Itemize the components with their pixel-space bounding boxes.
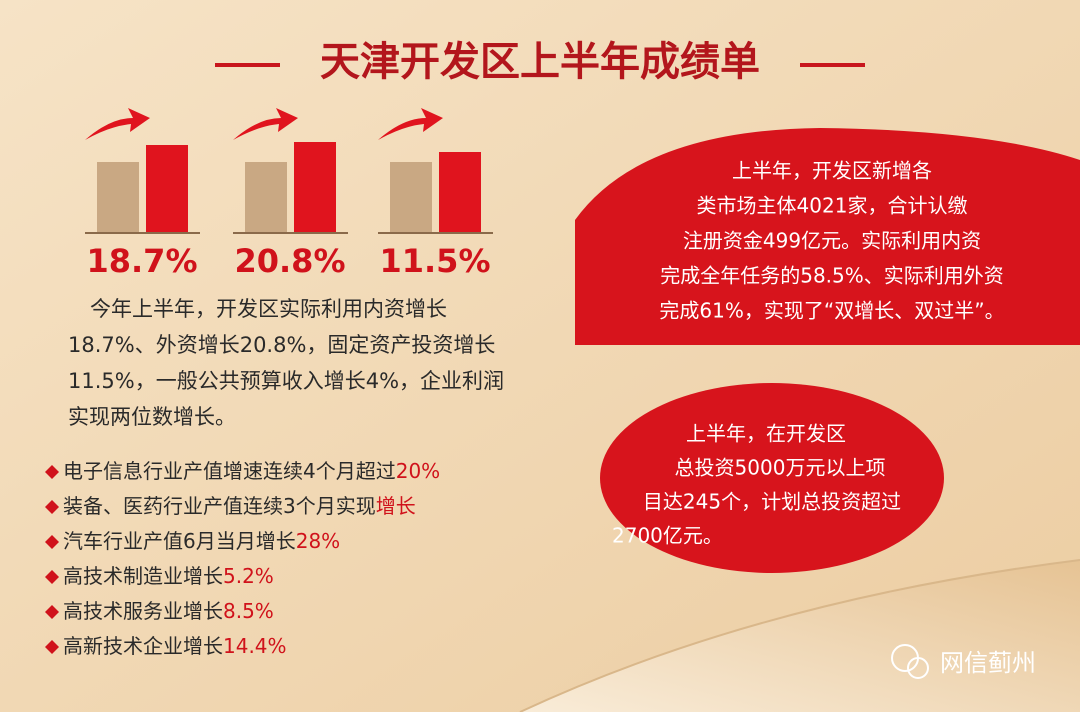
bullet-text: 高技术制造业增长5.2% <box>63 564 274 588</box>
bullet-diamond <box>45 570 59 584</box>
bullet-text: 高新技术企业增长14.4% <box>63 634 287 658</box>
stat-label: 11.5% <box>379 242 490 280</box>
callout-shape <box>600 383 944 573</box>
paragraph-line: 11.5%，一般公共预算收入增长4%，企业利润 <box>68 369 504 393</box>
bullet-body: 高新技术企业增长 <box>63 634 223 658</box>
bullet-body: 电子信息行业产值增速连续4个月超过 <box>63 459 396 483</box>
watermark <box>891 644 929 679</box>
bullet-body: 汽车行业产值6月当月增长 <box>63 529 296 553</box>
callout-line: 总投资5000万元以上项 <box>675 456 886 480</box>
bar-icon <box>85 108 200 234</box>
stat-label: 20.8% <box>234 242 345 280</box>
callout-line: 上半年，开发区新增各 <box>732 159 932 183</box>
callout-line: 上半年，在开发区 <box>686 422 846 446</box>
watermark-text: 网信蓟州 <box>940 649 1036 677</box>
paper-edge <box>519 559 1080 712</box>
stat-label: 18.7% <box>86 242 197 280</box>
bullet-highlight: 5.2% <box>223 564 274 588</box>
callout-line: 完成全年任务的58.5%、实际利用外资 <box>660 264 1004 288</box>
title: 天津开发区上半年成绩单 <box>320 38 760 85</box>
bullet-highlight: 20% <box>396 459 440 483</box>
bullet-text: 电子信息行业产值增速连续4个月超过20% <box>63 459 440 483</box>
bullet-text: 高技术服务业增长8.5% <box>63 599 274 623</box>
bullet-diamond <box>45 535 59 549</box>
callout-shape <box>575 128 1080 345</box>
bar-icon <box>233 108 348 234</box>
callout-line: 完成61%，实现了“双增长、双过半”。 <box>659 299 1004 323</box>
bullet-highlight: 8.5% <box>223 599 274 623</box>
bullet-text: 装备、医药行业产值连续3个月实现增长 <box>63 494 416 518</box>
bullet-highlight: 28% <box>296 529 340 553</box>
callout-line: 注册资金499亿元。实际利用内资 <box>683 229 981 253</box>
bullet-diamond <box>45 640 59 654</box>
bullet-diamond <box>45 500 59 514</box>
bullet-diamond <box>45 465 59 479</box>
bar-icons <box>85 108 493 234</box>
bullet-text: 汽车行业产值6月当月增长28% <box>63 529 340 553</box>
callout-line: 类市场主体4021家，合计认缴 <box>697 194 968 218</box>
bullet-highlight: 14.4% <box>223 634 287 658</box>
bullet-body: 装备、医药行业产值连续3个月实现 <box>63 494 376 518</box>
callout-line: 目达245个，计划总投资超过 <box>643 490 901 514</box>
bullet-body: 高技术制造业增长 <box>63 564 223 588</box>
bullet-diamond <box>45 605 59 619</box>
paragraph-line: 今年上半年，开发区实际利用内资增长 <box>90 297 447 321</box>
callout-line: 2700亿元。 <box>612 524 723 548</box>
paragraph-line: 实现两位数增长。 <box>68 405 236 429</box>
bullet-highlight: 增长 <box>376 494 416 518</box>
bar-icon <box>378 108 493 234</box>
paper-curl <box>520 560 1080 712</box>
paragraph-line: 18.7%、外资增长20.8%，固定资产投资增长 <box>68 333 495 357</box>
bullet-body: 高技术服务业增长 <box>63 599 223 623</box>
